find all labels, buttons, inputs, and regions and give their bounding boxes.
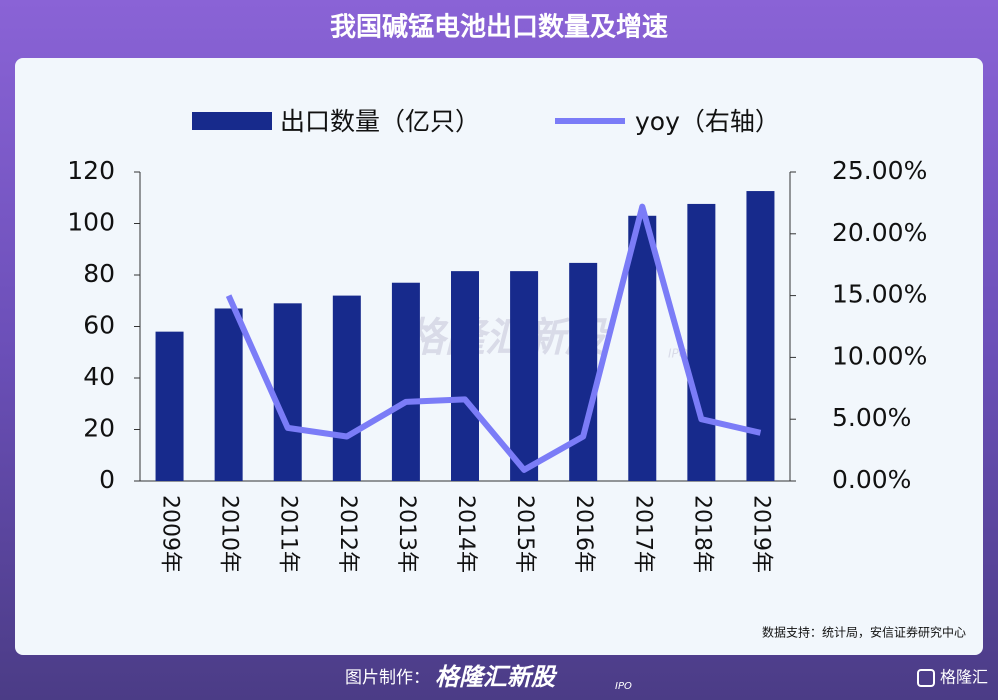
bar (510, 271, 539, 481)
x-tick-label: 2016年 (571, 495, 596, 573)
bar (155, 331, 184, 481)
logo-icon (917, 669, 935, 687)
line (225, 203, 762, 473)
chart-title: 我国碱锰电池出口数量及增速 (330, 12, 668, 43)
x-tick-label: 2013年 (394, 495, 419, 573)
legend-swatch (192, 112, 272, 130)
bar (391, 282, 420, 481)
footer-logo: 格隆汇 (940, 668, 988, 687)
x-tick-label: 2011年 (276, 495, 301, 573)
x-tick-label: 2018年 (689, 495, 714, 573)
y2-tick-label: 20.00% (832, 218, 927, 247)
y-tick-label: 120 (67, 156, 115, 185)
x-tick-label: 2017年 (630, 495, 655, 573)
bar (332, 295, 361, 481)
panel (15, 58, 983, 655)
source: 数据支持：统计局，安信证券研究中心 (762, 625, 966, 640)
y-tick-label: 20 (83, 414, 115, 443)
y2-tick-label: 10.00% (832, 341, 927, 370)
y-tick-label: 60 (83, 311, 115, 340)
bar (687, 203, 716, 481)
y-tick-label: 0 (99, 465, 115, 494)
y2-tick-label: 0.00% (832, 465, 911, 494)
x-tick-label: 2015年 (512, 495, 537, 573)
footer-brand: 格隆汇新股 (435, 663, 558, 691)
x-tick-label: 2012年 (335, 495, 360, 573)
y-tick-label: 100 (67, 208, 115, 237)
bar (746, 191, 775, 481)
y2-tick-label: 25.00% (832, 156, 927, 185)
bar (273, 303, 302, 481)
x-tick-label: 2009年 (158, 495, 183, 573)
bar (569, 262, 598, 481)
legend-label: 出口数量（亿只） (280, 107, 480, 136)
bar (451, 271, 479, 481)
y-tick-label: 40 (83, 362, 115, 391)
footer-label: 图片制作： (345, 668, 430, 688)
x-tick-label: 2019年 (748, 495, 773, 573)
y-tick-label: 80 (83, 259, 115, 288)
legend-label: yoy（右轴） (635, 107, 780, 136)
bar (628, 215, 657, 481)
y2-tick-label: 5.00% (832, 403, 911, 432)
x-tick-label: 2010年 (217, 495, 242, 573)
footer-tag: IPO (615, 681, 632, 692)
bar (214, 308, 243, 481)
y2-tick-label: 15.00% (832, 280, 927, 309)
x-tick-label: 2014年 (453, 495, 478, 573)
